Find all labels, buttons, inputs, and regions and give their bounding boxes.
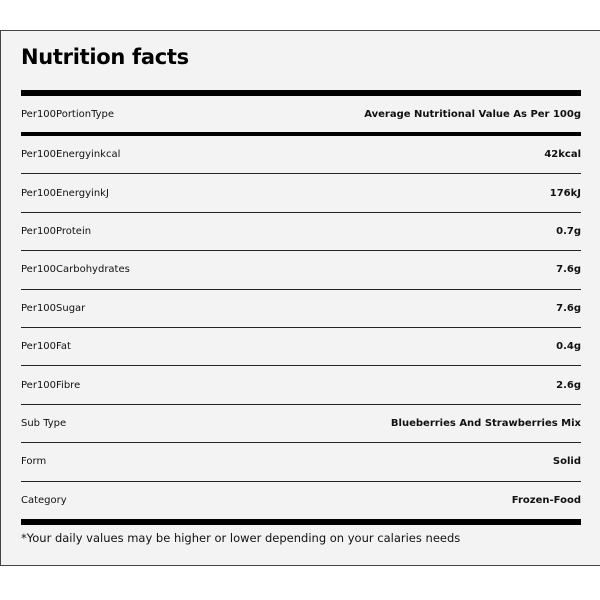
- footnote: *Your daily values may be higher or lowe…: [21, 530, 461, 545]
- row-value: Average Nutritional Value As Per 100g: [364, 108, 581, 120]
- table-row-header: Per100PortionType Average Nutritional Va…: [21, 96, 581, 132]
- row-label: Per100Protein: [21, 225, 92, 237]
- row-value: Solid: [552, 456, 581, 468]
- row-label: Per100PortionType: [21, 108, 115, 120]
- table-row: Per100Fat 0.4g: [21, 328, 581, 367]
- row-value: 7.6g: [556, 264, 581, 276]
- row-value: Frozen-Food: [511, 494, 581, 506]
- row-label: Form: [21, 456, 47, 468]
- divider-thick: [21, 90, 581, 96]
- table-row: Per100Sugar 7.6g: [21, 290, 581, 328]
- row-value: 2.6g: [556, 379, 581, 391]
- row-label: Per100Sugar: [21, 302, 86, 314]
- nutrition-table: Per100PortionType Average Nutritional Va…: [21, 90, 581, 545]
- table-row: Per100EnergyinkJ 176kJ: [21, 174, 581, 213]
- table-row: Per100Protein 0.7g: [21, 213, 581, 252]
- table-row: Form Solid: [21, 443, 581, 482]
- row-label: Per100Carbohydrates: [21, 264, 130, 276]
- nutrition-facts-panel: Nutrition facts Per100PortionType Averag…: [0, 30, 600, 566]
- row-label: Per100Fibre: [21, 379, 81, 391]
- table-row: Sub Type Blueberries And Strawberries Mix: [21, 405, 581, 444]
- divider-thick: [21, 518, 581, 525]
- row-value: 0.7g: [556, 225, 581, 237]
- page-title: Nutrition facts: [21, 45, 189, 69]
- table-row: Per100Fibre 2.6g: [21, 366, 581, 405]
- row-value: 42kcal: [544, 149, 581, 161]
- row-label: Category: [21, 494, 67, 506]
- row-value: 0.4g: [556, 341, 581, 353]
- row-label: Sub Type: [21, 417, 67, 429]
- row-label: Per100EnergyinkJ: [21, 187, 109, 199]
- row-value: 176kJ: [549, 187, 581, 199]
- table-row: Category Frozen-Food: [21, 482, 581, 519]
- row-value: 7.6g: [556, 302, 581, 314]
- table-row: Per100Energyinkcal 42kcal: [21, 136, 581, 175]
- table-row: Per100Carbohydrates 7.6g: [21, 251, 581, 290]
- row-label: Per100Energyinkcal: [21, 149, 121, 161]
- divider-thick: [21, 132, 581, 136]
- row-value: Blueberries And Strawberries Mix: [390, 417, 581, 429]
- row-label: Per100Fat: [21, 341, 71, 353]
